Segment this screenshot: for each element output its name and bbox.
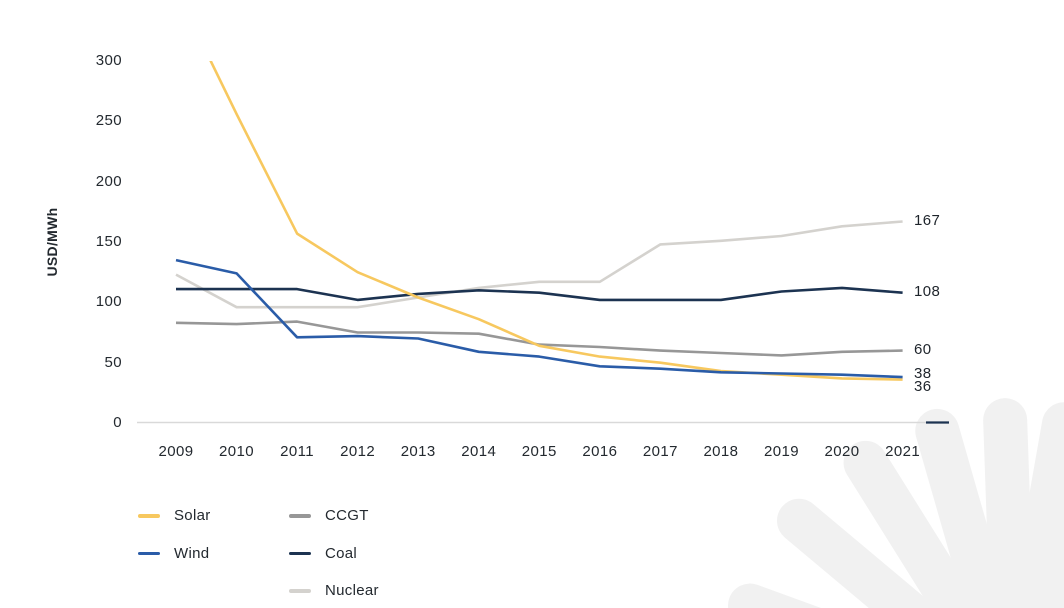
x-tick-label: 2014 (461, 443, 497, 460)
y-tick-label: 50 (104, 353, 122, 371)
end-label-solar: 36 (914, 378, 932, 396)
end-label-coal: 108 (914, 283, 941, 301)
x-tick-label: 2021 (885, 443, 921, 460)
x-tick-label: 2013 (400, 443, 436, 460)
x-tick-label: 2010 (219, 443, 255, 460)
x-tick-label: 2018 (703, 443, 739, 460)
series-line-ccgt (175, 320, 903, 357)
end-label-wind: 38 (914, 364, 932, 382)
y-tick-label: 250 (95, 112, 122, 130)
x-tick-label: 2016 (582, 443, 618, 460)
y-tick-label: 300 (95, 52, 122, 69)
end-label-nuclear: 167 (914, 211, 941, 229)
x-tick-label: 2015 (521, 443, 557, 460)
y-tick-label: 0 (113, 414, 122, 431)
x-tick-label: 2017 (642, 443, 678, 460)
series-line-nuclear (175, 220, 903, 309)
y-tick-label: 150 (95, 233, 122, 250)
x-tick-label: 2012 (340, 443, 376, 460)
y-tick-label: 200 (95, 172, 122, 190)
x-tick-label: 2019 (764, 443, 799, 460)
x-tick-label: 2011 (280, 443, 315, 460)
end-label-ccgt: 60 (914, 341, 932, 359)
series-line-coal (176, 286, 903, 302)
x-tick-label: 2009 (158, 443, 194, 460)
y-tick-label: 100 (95, 293, 122, 311)
x-tick-label: 2020 (824, 443, 860, 460)
series-line-wind (175, 258, 903, 379)
